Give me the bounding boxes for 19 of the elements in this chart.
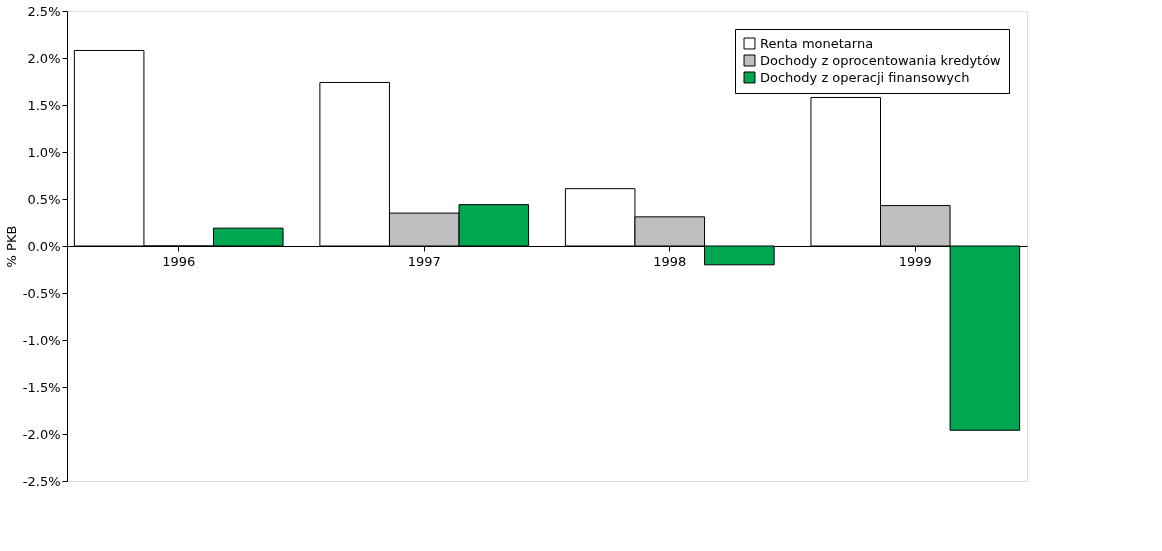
x-tick-label: 1999 — [898, 253, 932, 269]
y-tick-label: 0.5% — [27, 191, 61, 207]
legend-label: Renta monetarna — [760, 35, 874, 51]
y-tick-label: 1.0% — [27, 144, 61, 160]
y-axis-title: % PKB — [3, 225, 19, 268]
legend-label: Dochody z oprocentowania kredytów — [760, 52, 1002, 68]
y-tick-label: 0.0% — [27, 238, 61, 254]
x-tick-label: 1997 — [407, 253, 441, 269]
y-tick-label: 2.0% — [27, 50, 61, 66]
y-tick-label: -1.5% — [22, 379, 61, 395]
y-tick-label: -1.0% — [22, 332, 61, 348]
x-tick-label: 1996 — [162, 253, 196, 269]
y-tick-label: -2.0% — [22, 426, 61, 442]
y-tick-label: 1.5% — [27, 97, 61, 113]
legend-label: Dochody z operacji finansowych — [760, 69, 970, 85]
y-tick-label: 2.5% — [27, 3, 61, 19]
y-tick-label: -0.5% — [22, 285, 61, 301]
x-tick-label: 1998 — [653, 253, 687, 269]
y-tick-label: -2.5% — [22, 473, 61, 489]
